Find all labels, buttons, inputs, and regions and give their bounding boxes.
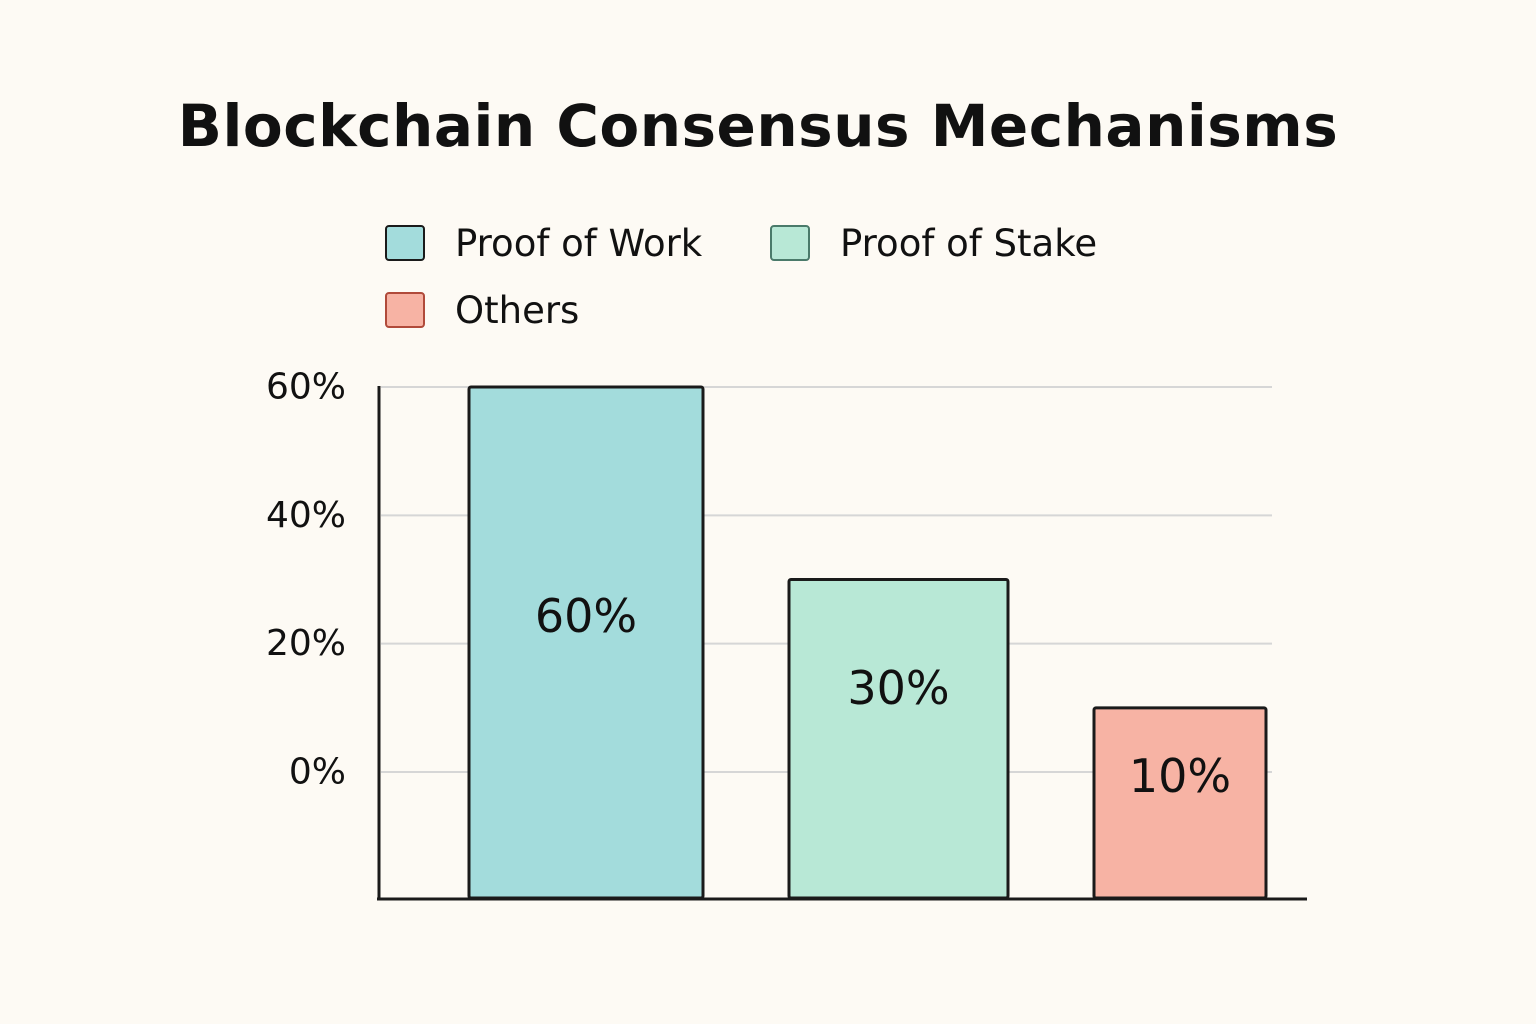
- bars: [467, 385, 1268, 900]
- data-label-others: 10%: [1129, 749, 1231, 803]
- legend-swatch-proof-of-stake: [770, 225, 810, 261]
- data-labels: 60% 30% 10%: [535, 589, 1231, 803]
- y-tick-label-20: 20%: [266, 623, 346, 664]
- legend-item-proof-of-stake: Proof of Stake: [770, 220, 1097, 266]
- y-axis-ticks: 0% 20% 40% 60%: [266, 367, 346, 793]
- legend-item-proof-of-work: Proof of Work: [385, 220, 702, 266]
- bar-proof-of-stake: [787, 578, 1010, 900]
- legend-label-proof-of-stake: Proof of Stake: [840, 221, 1098, 265]
- y-tick-label-40: 40%: [266, 495, 346, 536]
- legend-label-others: Others: [455, 288, 580, 332]
- chart-title: Blockchain Consensus Mechanisms: [177, 92, 1339, 160]
- y-tick-label-0: 0%: [289, 752, 346, 793]
- data-label-proof-of-stake: 30%: [847, 661, 949, 715]
- axes: [377, 386, 1307, 901]
- data-label-proof-of-work: 60%: [535, 589, 637, 643]
- legend-item-others: Others: [385, 287, 579, 333]
- y-tick-label-60: 60%: [266, 367, 346, 408]
- legend-label-proof-of-work: Proof of Work: [455, 221, 703, 265]
- legend-swatch-proof-of-work: [385, 225, 425, 261]
- legend-swatch-others: [385, 292, 425, 328]
